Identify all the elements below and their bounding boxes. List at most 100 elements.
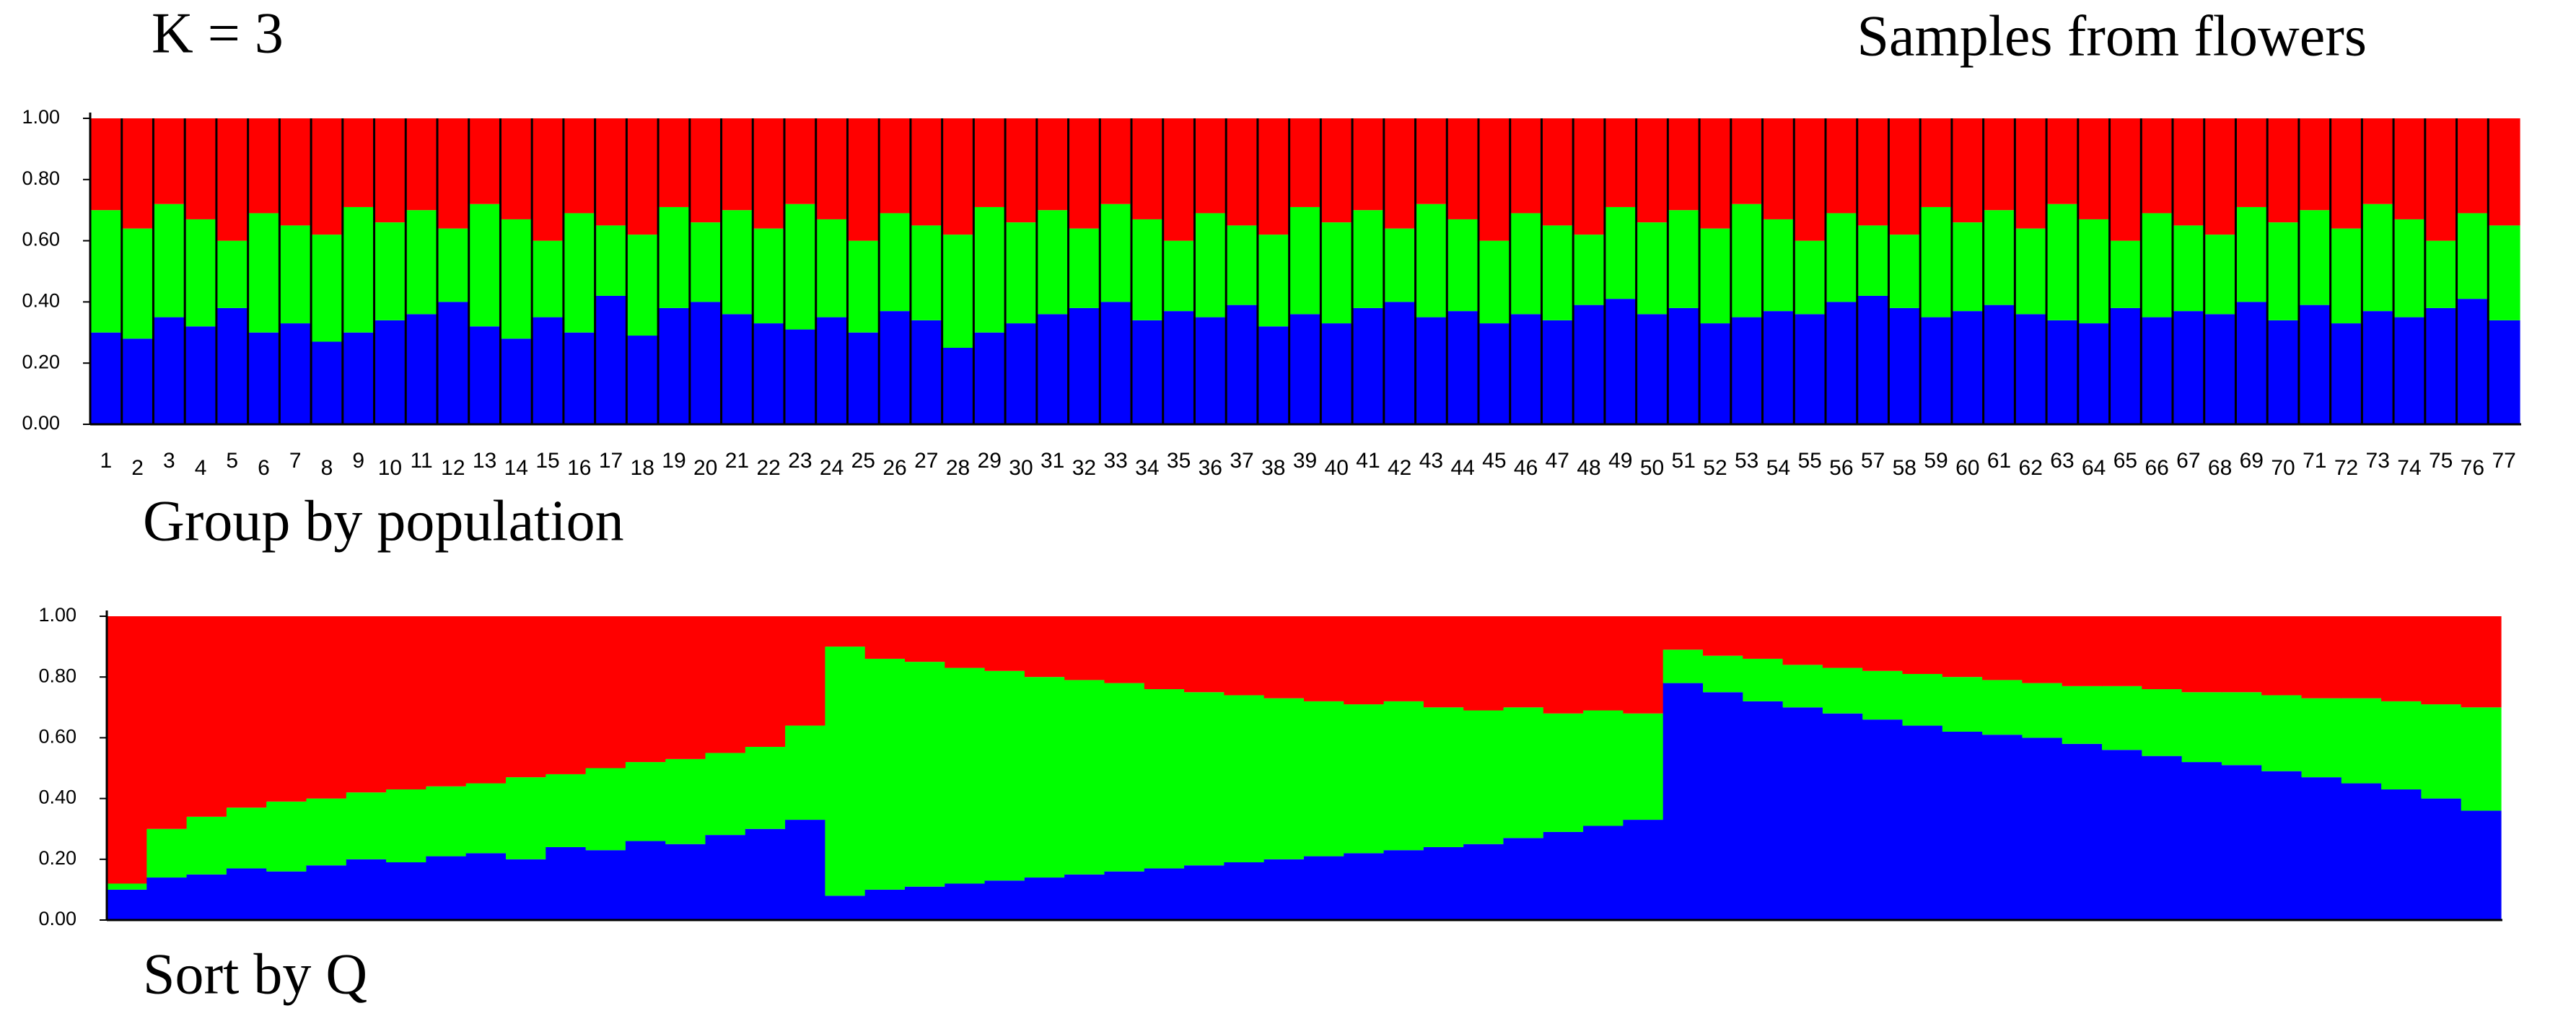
bar-segment bbox=[1024, 616, 1065, 678]
bar-segment bbox=[1005, 118, 1038, 223]
bar-segment bbox=[1415, 203, 1447, 318]
bar-segment bbox=[984, 616, 1025, 671]
x-tick-label: 45 bbox=[1482, 449, 1506, 473]
bar-segment bbox=[2424, 240, 2458, 308]
bar-segment bbox=[121, 228, 154, 339]
x-tick-label: 29 bbox=[978, 449, 1002, 473]
bar-segment bbox=[121, 338, 154, 424]
bar-segment bbox=[1100, 203, 1132, 302]
x-tick-label: 66 bbox=[2145, 456, 2168, 480]
bar-segment bbox=[1257, 118, 1290, 235]
bar-segment bbox=[426, 616, 467, 787]
bar-segment bbox=[2173, 311, 2205, 424]
x-tick-label: 71 bbox=[2303, 449, 2326, 473]
x-tick-label: 42 bbox=[1388, 456, 1411, 480]
bar-segment bbox=[1662, 649, 1704, 683]
bar-segment bbox=[1104, 871, 1145, 920]
x-tick-label: 65 bbox=[2113, 449, 2137, 473]
bar-segment bbox=[1782, 616, 1823, 665]
bar-segment bbox=[1383, 701, 1424, 851]
bar-segment bbox=[1257, 326, 1290, 424]
bar-segment bbox=[2421, 704, 2462, 799]
bar-segment bbox=[1951, 311, 1984, 424]
bar-segment bbox=[595, 295, 627, 424]
bar-segment bbox=[1344, 616, 1385, 705]
x-tick-label: 60 bbox=[1955, 456, 1979, 480]
bar-segment bbox=[2381, 701, 2422, 789]
bar-segment bbox=[1463, 710, 1504, 844]
x-tick-label: 75 bbox=[2429, 449, 2453, 473]
bar-segment bbox=[1982, 616, 2023, 680]
bar-segment bbox=[595, 225, 627, 296]
x-tick-label: 49 bbox=[1608, 449, 1632, 473]
x-tick-label: 22 bbox=[756, 456, 780, 480]
bar-segment bbox=[1463, 616, 1504, 711]
x-tick-label: 23 bbox=[788, 449, 812, 473]
bar-segment bbox=[1942, 731, 1983, 920]
bar-segment bbox=[2488, 225, 2520, 320]
bar-segment bbox=[1743, 616, 1784, 659]
bar-segment bbox=[1902, 673, 1943, 726]
bar-segment bbox=[226, 616, 267, 808]
bar-segment bbox=[1662, 683, 1704, 920]
bar-segment bbox=[1636, 222, 1668, 315]
bar-segment bbox=[1144, 616, 1185, 690]
bar-segment bbox=[1699, 118, 1732, 229]
bar-segment bbox=[107, 889, 147, 920]
x-tick-label: 47 bbox=[1546, 449, 1569, 473]
bar-segment bbox=[226, 868, 267, 920]
bar-segment bbox=[753, 323, 785, 424]
x-tick-label: 11 bbox=[411, 449, 433, 473]
bar-segment bbox=[1224, 616, 1265, 696]
y-tick-label: 0.00 bbox=[22, 412, 60, 434]
bar-segment bbox=[910, 225, 943, 320]
bar-segment bbox=[1762, 118, 1795, 219]
bar-segment bbox=[1447, 118, 1479, 219]
bar-segment bbox=[2015, 228, 2047, 315]
bar-segment bbox=[905, 616, 945, 662]
bar-segment bbox=[910, 320, 943, 424]
x-tick-label: 55 bbox=[1797, 449, 1821, 473]
bar-segment bbox=[90, 118, 123, 211]
bar-segment bbox=[625, 616, 666, 763]
bar-segment bbox=[879, 311, 911, 424]
bar-segment bbox=[1668, 118, 1700, 211]
x-tick-label: 17 bbox=[599, 449, 623, 473]
bar-segment bbox=[1543, 616, 1584, 714]
bar-segment bbox=[1304, 701, 1344, 857]
bar-segment bbox=[825, 616, 866, 647]
bar-segment bbox=[2142, 616, 2183, 690]
bar-segment bbox=[658, 206, 691, 308]
bar-segment bbox=[973, 118, 1006, 207]
bar-segment bbox=[468, 118, 501, 204]
bar-segment bbox=[585, 616, 626, 769]
bar-segment bbox=[1699, 228, 1732, 324]
bar-segment bbox=[2267, 320, 2300, 424]
figure-title: K = 3 bbox=[152, 1, 284, 65]
bar-segment bbox=[905, 662, 945, 887]
bar-segment bbox=[2461, 810, 2502, 920]
bar-segment bbox=[2046, 320, 2079, 424]
bar-segment bbox=[546, 846, 587, 920]
x-tick-label: 12 bbox=[441, 456, 465, 480]
bar-segment bbox=[1024, 877, 1065, 920]
bar-segment bbox=[1415, 317, 1447, 424]
bar-segment bbox=[2298, 118, 2331, 211]
bar-segment bbox=[306, 616, 347, 799]
bar-segment bbox=[2077, 118, 2111, 219]
bar-segment bbox=[1005, 222, 1038, 324]
bar-segment bbox=[1184, 616, 1225, 693]
bar-segment bbox=[1344, 853, 1385, 920]
bar-segment bbox=[266, 871, 307, 920]
x-tick-label: 40 bbox=[1325, 456, 1349, 480]
x-tick-label: 3 bbox=[163, 449, 175, 473]
bar-segment bbox=[1583, 616, 1624, 711]
bar-segment bbox=[1782, 707, 1823, 920]
bar-segment bbox=[2046, 118, 2079, 204]
bar-segment bbox=[1951, 118, 1984, 223]
bar-segment bbox=[279, 323, 312, 424]
bar-segment bbox=[879, 118, 911, 214]
bar-segment bbox=[945, 616, 986, 668]
bar-segment bbox=[1194, 213, 1227, 318]
bar-segment bbox=[346, 859, 387, 920]
